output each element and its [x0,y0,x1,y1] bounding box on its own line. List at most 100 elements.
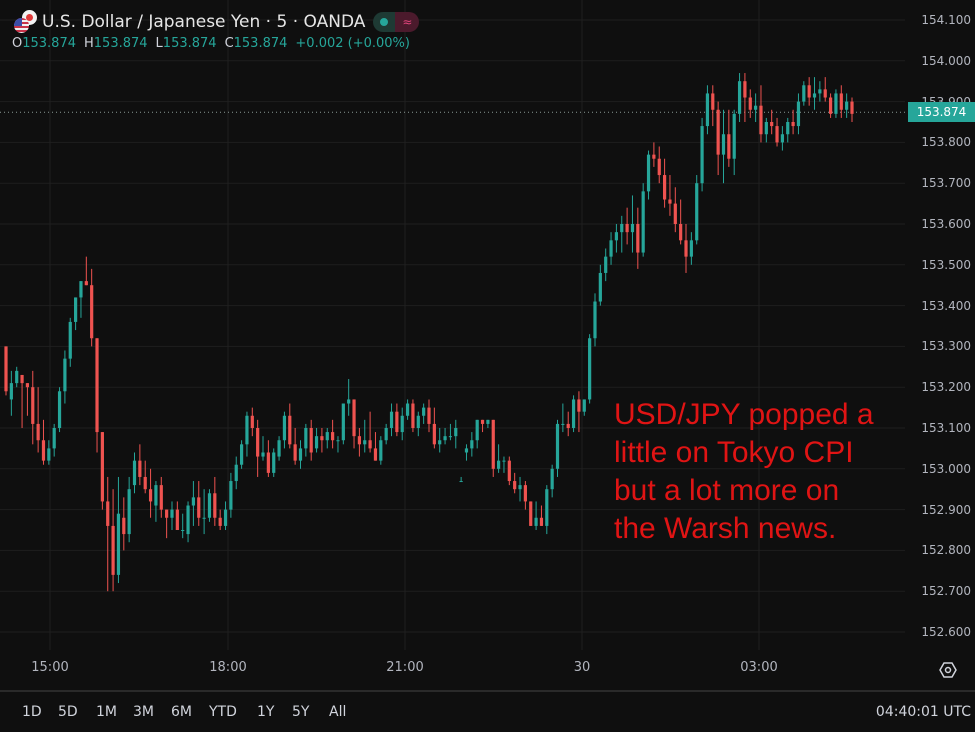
price-tick-label: 152.700 [921,584,971,599]
candle [9,370,13,416]
candle [191,481,196,526]
price-tick-label: 153.000 [921,461,971,476]
candle [438,428,442,453]
symbol-title[interactable]: U.S. Dollar / Japanese Yen · 5 · OANDA [42,12,366,32]
candle [475,419,479,449]
candle [373,432,378,461]
candle [132,452,137,494]
candle [561,403,565,433]
candle [588,334,592,404]
candle [614,224,619,253]
candle [181,513,185,539]
range-button-1m[interactable]: 1M [96,704,117,720]
candlestick-chart[interactable] [0,0,905,650]
time-tick-label: 21:00 [386,660,424,675]
candle [689,232,693,265]
clock[interactable]: 04:40:01 UTC [875,704,971,720]
candle [486,419,490,428]
candle [341,403,345,445]
candle [807,77,811,106]
candle [786,117,790,143]
price-tick-label: 153.100 [921,421,971,435]
candle [293,428,297,465]
range-button-5d[interactable]: 5D [58,704,78,720]
time-axis[interactable]: 15:00 18:00 21:00 30 03:00 [0,650,975,690]
candle [609,232,613,265]
candle [41,419,46,465]
candle [641,183,645,257]
currency-flags-icon [12,10,38,34]
price-tick-label: 153.600 [921,217,971,231]
candle [79,281,83,318]
candle [298,440,303,469]
candle [539,505,544,526]
candle [737,73,742,122]
candle [620,215,624,253]
settings-icon[interactable] [938,660,958,680]
candle [534,501,538,530]
range-button-1d[interactable]: 1D [22,704,42,720]
market-status-pill[interactable]: ≈ [373,12,420,32]
candle [84,256,88,286]
candle [598,264,602,306]
candle [4,346,8,396]
candle [347,379,351,416]
candle [577,391,581,433]
price-tick-label: 154.000 [921,53,971,68]
candle [523,481,527,510]
candle [454,419,458,449]
candle [325,428,329,449]
annotation-text: USD/JPY popped a little on Tokyo CPI but… [614,398,874,545]
candle [545,485,549,535]
candle [480,419,485,433]
candle [363,419,367,453]
candle [256,419,260,477]
candle [20,374,24,428]
candle [743,73,747,122]
candle [657,146,661,184]
candle [277,436,281,461]
candle [529,501,533,526]
candle [68,317,72,367]
candle [802,81,806,106]
divider [0,690,975,692]
price-tick-label: 153.500 [921,257,971,272]
candle [229,472,233,518]
candle [368,411,372,453]
candle [748,89,752,118]
candle [464,444,469,461]
candle [705,85,710,135]
price-tick-label: 153.800 [921,135,971,150]
candle [320,428,324,453]
chart-area[interactable] [0,0,905,650]
range-button-all[interactable]: All [329,704,347,720]
candle [636,207,640,269]
candle [143,460,147,494]
candle [448,423,453,441]
candle [850,97,854,122]
candle [754,93,758,122]
candle [673,187,677,233]
candle [604,248,608,282]
range-button-5y[interactable]: 5Y [292,704,310,720]
candle [646,150,651,200]
candle [518,476,522,502]
candle [427,399,431,433]
range-button-ytd[interactable]: YTD [209,704,237,720]
range-button-6m[interactable]: 6M [171,704,192,720]
candle [314,428,319,453]
candle [165,509,169,539]
candle [202,489,206,535]
candle [127,476,131,543]
candle [116,476,121,584]
candle [732,109,736,176]
candle [716,101,720,176]
price-axis[interactable]: 154.100154.000153.900153.800153.700153.6… [905,0,975,650]
candle [90,268,94,347]
candle [384,423,388,445]
candle [759,85,763,143]
candle [470,432,474,457]
time-tick-label: 03:00 [740,660,778,675]
range-button-3m[interactable]: 3M [133,704,154,720]
range-button-1y[interactable]: 1Y [257,704,275,720]
